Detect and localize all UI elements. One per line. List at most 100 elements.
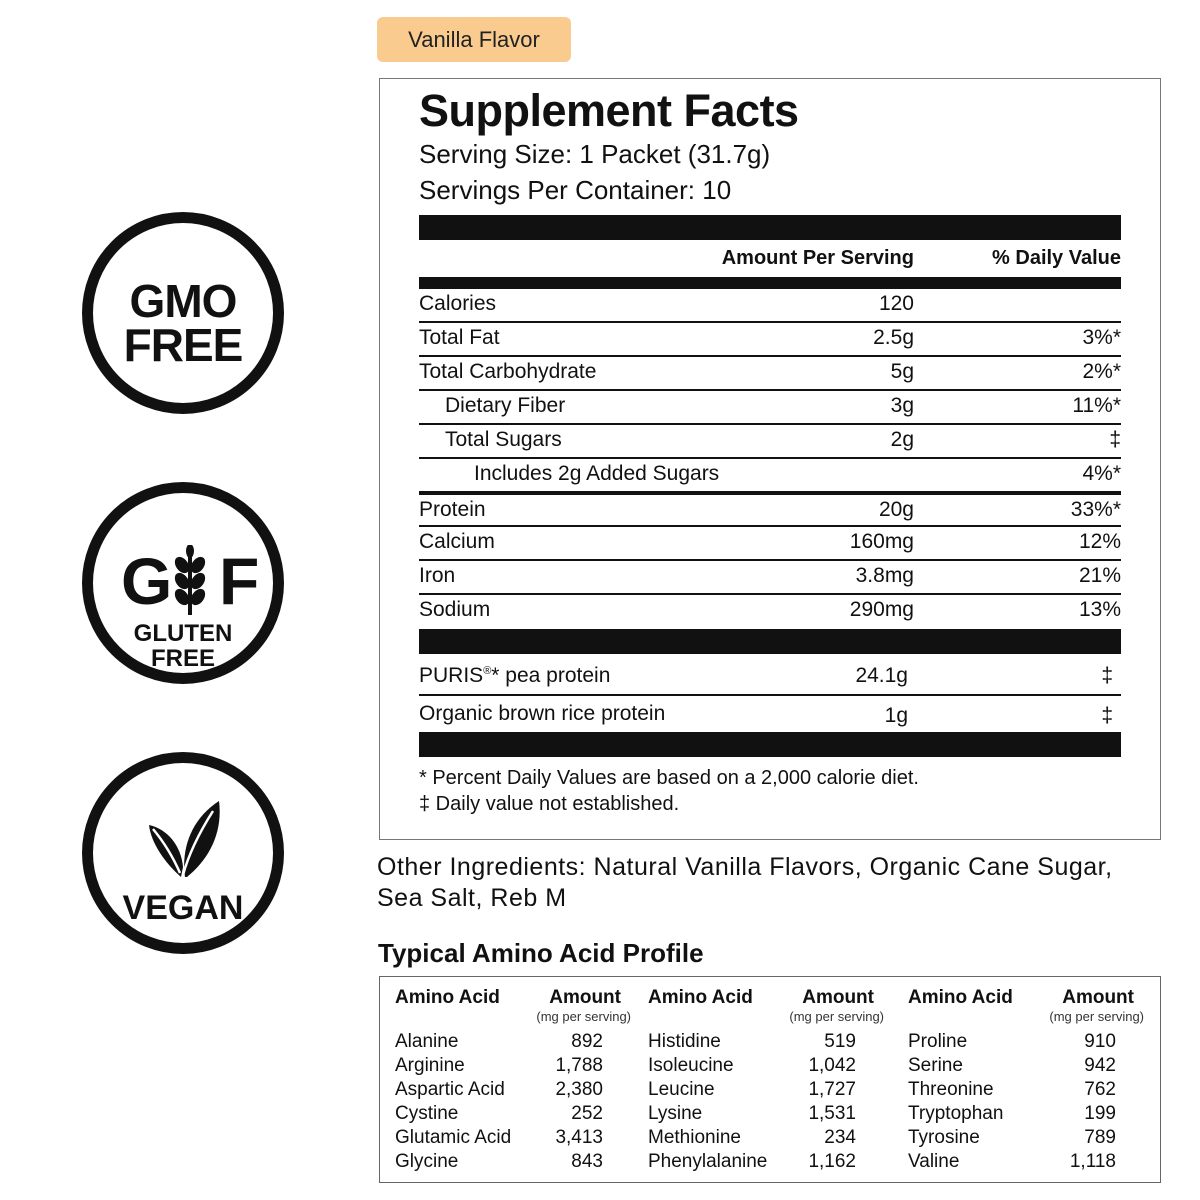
nutrient-dv: 2%*: [1082, 360, 1121, 383]
footnote-daily-values: * Percent Daily Values are based on a 2,…: [419, 767, 919, 789]
amino-acid-header: Amino Acid: [908, 987, 1013, 1008]
amino-row: Glutamic Acid 3,413: [395, 1127, 645, 1151]
blend-row: PURIS®* pea protein 24.1g ‡: [419, 658, 1121, 696]
leaves-icon: [149, 801, 220, 877]
blend-amount: 24.1g: [855, 664, 908, 687]
nutrient-amount: 160mg: [849, 530, 914, 553]
registered-mark: ®: [483, 665, 492, 677]
amino-value: 1,118: [1069, 1151, 1116, 1172]
servings-per-container: Servings Per Container: 10: [419, 175, 732, 205]
amino-name: Isoleucine: [648, 1055, 734, 1076]
serving-size: Serving Size: 1 Packet (31.7g): [419, 139, 771, 169]
amount-header: Amount: [802, 987, 874, 1008]
supplement-facts-panel: Supplement Facts Serving Size: 1 Packet …: [379, 78, 1161, 840]
nutrient-amount: 120: [878, 292, 914, 315]
nutrient-amount: 290mg: [849, 598, 914, 621]
nutrient-dv: 3%*: [1082, 326, 1121, 349]
gmo-free-line1: GMO: [129, 275, 238, 327]
amino-name: Tryptophan: [908, 1103, 1004, 1124]
blend-amount: 1g: [884, 704, 908, 727]
amino-name: Phenylalanine: [648, 1151, 768, 1172]
nutrient-dv: 11%*: [1072, 394, 1121, 417]
nutrient-amount: 2g: [890, 428, 914, 451]
divider-bar: [419, 277, 1121, 289]
nutrient-amount: 3.8mg: [855, 564, 914, 587]
amino-value: 1,531: [808, 1103, 856, 1124]
gluten-free-f: F: [219, 544, 260, 618]
amino-value: 519: [824, 1031, 856, 1052]
amino-row: Cystine 252: [395, 1103, 645, 1127]
nutrient-name: Total Carbohydrate: [419, 360, 597, 383]
daily-value-header: % Daily Value: [992, 247, 1121, 269]
amino-name: Proline: [908, 1031, 968, 1052]
amino-name: Cystine: [395, 1103, 459, 1124]
amino-row: Threonine 762: [908, 1079, 1158, 1103]
amino-value: 234: [824, 1127, 856, 1148]
nutrient-name: Includes 2g Added Sugars: [474, 462, 720, 485]
amino-value: 789: [1084, 1127, 1116, 1148]
amino-row: Glycine 843: [395, 1151, 645, 1175]
nutrient-name: Dietary Fiber: [445, 394, 566, 417]
nutrient-name: Iron: [419, 564, 456, 587]
amino-value: 1,727: [808, 1079, 856, 1100]
amino-acid-header: Amino Acid: [648, 987, 753, 1008]
amino-value: 252: [571, 1103, 603, 1124]
amino-name: Valine: [908, 1151, 960, 1172]
amino-row: Histidine 519: [648, 1031, 898, 1055]
amino-name: Leucine: [648, 1079, 715, 1100]
amino-row: Aspartic Acid 2,380: [395, 1079, 645, 1103]
nutrient-name: Protein: [419, 498, 486, 521]
amino-row: Isoleucine 1,042: [648, 1055, 898, 1079]
amino-value: 892: [571, 1031, 603, 1052]
amount-header: Amount: [1062, 987, 1134, 1008]
amino-name: Lysine: [648, 1103, 703, 1124]
blend-name: Organic brown rice protein: [419, 702, 666, 725]
blend-row: Organic brown rice protein 1g ‡: [419, 696, 1121, 732]
nutrient-amount: 20g: [878, 498, 914, 521]
nutrient-dv: 4%*: [1082, 462, 1121, 485]
amino-name: Aspartic Acid: [395, 1079, 505, 1100]
amount-per-serving-header: Amount Per Serving: [721, 247, 914, 269]
amino-name: Arginine: [395, 1055, 465, 1076]
nutrient-row: Total Carbohydrate 5g 2%*: [419, 357, 1121, 391]
other-ingredients: Other Ingredients: Natural Vanilla Flavo…: [377, 853, 1113, 912]
amino-row: Phenylalanine 1,162: [648, 1151, 898, 1175]
nutrient-dv: ‡: [1109, 428, 1121, 451]
amino-name: Serine: [908, 1055, 963, 1076]
vegan-label: VEGAN: [122, 889, 244, 927]
nutrient-row: Sodium 290mg 13%: [419, 595, 1121, 629]
amino-acid-table: Amino Acid Amount (mg per serving) Alani…: [379, 976, 1161, 1183]
blend-dv: ‡: [1101, 704, 1113, 727]
nutrient-row: Total Sugars 2g ‡: [419, 425, 1121, 459]
divider-bar: [419, 732, 1121, 757]
nutrient-row: Dietary Fiber 3g 11%*: [419, 391, 1121, 425]
gluten-free-line1: GLUTEN: [133, 620, 233, 647]
footnote-not-established: ‡ Daily value not established.: [419, 793, 680, 815]
amount-subheader: (mg per serving): [536, 1009, 631, 1024]
amount-subheader: (mg per serving): [1049, 1009, 1144, 1024]
nutrient-row: Calories 120: [419, 289, 1121, 323]
nutrient-row: Protein 20g 33%*: [419, 493, 1121, 527]
nutrient-name: Total Fat: [419, 326, 500, 349]
nutrient-row: Total Fat 2.5g 3%*: [419, 323, 1121, 357]
amino-name: Methionine: [648, 1127, 741, 1148]
vegan-badge: VEGAN: [82, 752, 284, 954]
amino-value: 942: [1084, 1055, 1116, 1076]
nutrient-name: Calories: [419, 292, 497, 315]
amount-subheader: (mg per serving): [789, 1009, 884, 1024]
nutrient-amount: 2.5g: [873, 326, 914, 349]
amino-name: Histidine: [648, 1031, 721, 1052]
flavor-tag: Vanilla Flavor: [377, 17, 571, 62]
nutrient-row: Calcium 160mg 12%: [419, 527, 1121, 561]
nutrient-row: Iron 3.8mg 21%: [419, 561, 1121, 595]
nutrient-dv: 21%: [1078, 564, 1121, 587]
amino-value: 762: [1084, 1079, 1116, 1100]
amino-column: Amino Acid Amount (mg per serving) Histi…: [648, 977, 898, 1177]
amino-value: 2,380: [555, 1079, 603, 1100]
amino-row: Valine 1,118: [908, 1151, 1158, 1175]
gluten-free-badge: G F GLUTEN FREE: [82, 482, 284, 684]
amino-acid-header: Amino Acid: [395, 987, 500, 1008]
nutrient-amount: 5g: [890, 360, 914, 383]
amino-value: 3,413: [555, 1127, 603, 1148]
amino-value: 1,788: [555, 1055, 603, 1076]
